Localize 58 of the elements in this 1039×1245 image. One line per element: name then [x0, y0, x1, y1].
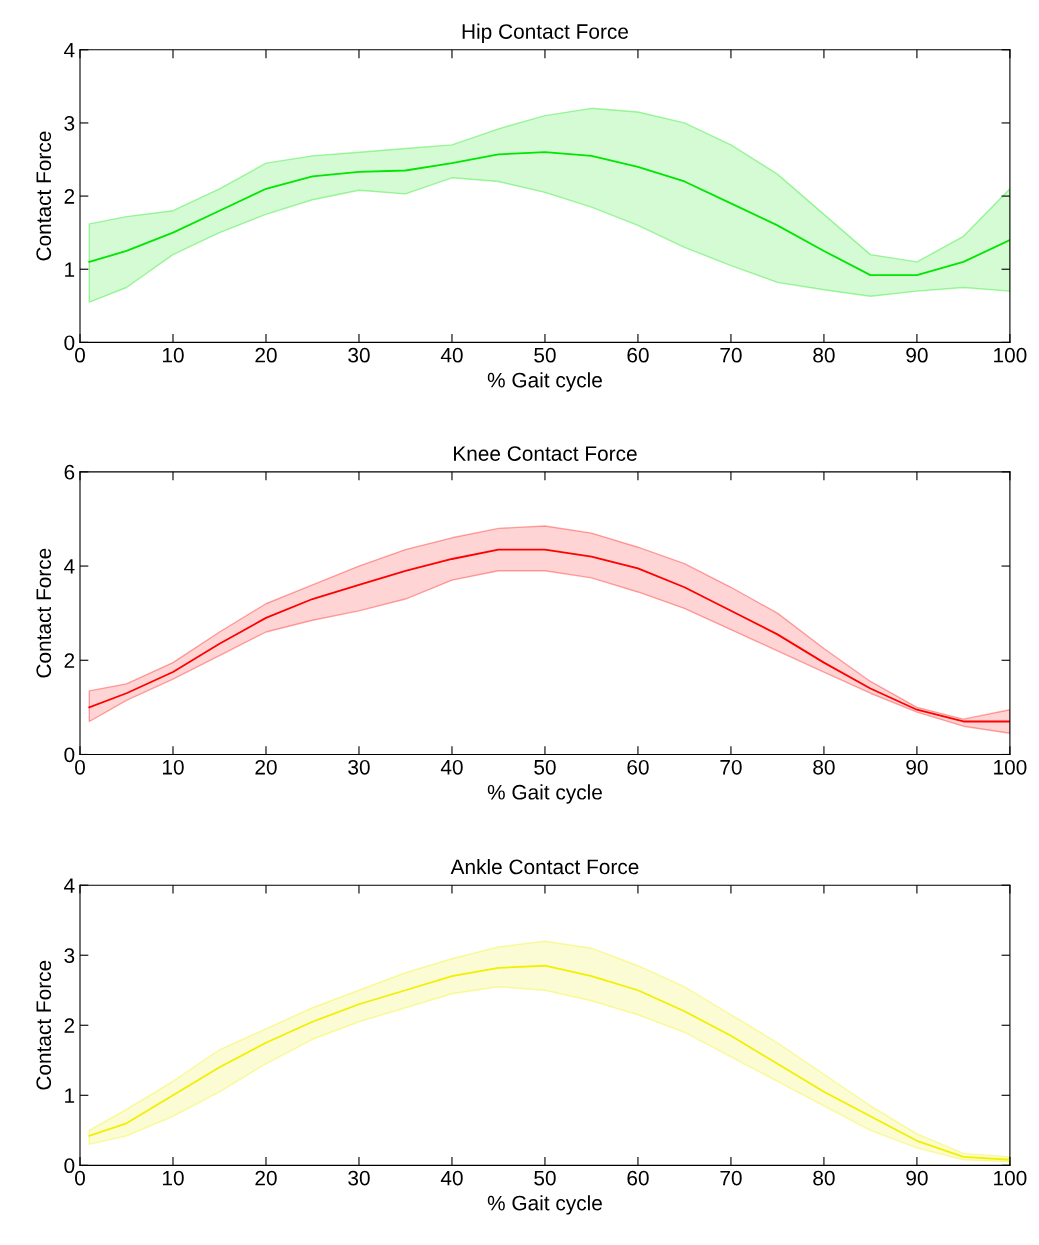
y-tick-label: 3 [64, 948, 75, 963]
x-tick-label: 60 [627, 347, 649, 363]
x-tick-label: 50 [534, 347, 556, 363]
y-tick-label: 6 [64, 464, 75, 480]
x-tick-label: 40 [440, 347, 463, 363]
x-tick-label: 40 [440, 1170, 463, 1186]
y-tick-label: 4 [64, 878, 75, 893]
x-axis-title: % Gait cycle [487, 1195, 602, 1215]
y-axis-title: Contact Force [36, 131, 52, 261]
x-tick-label: 70 [720, 347, 742, 363]
y-tick-label: 2 [64, 189, 75, 204]
y-tick-label: 4 [64, 559, 75, 574]
y-tick-label: 3 [64, 115, 75, 131]
x-tick-label: 10 [163, 347, 184, 363]
x-tick-label: 60 [627, 1170, 649, 1186]
x-tick-label: 40 [440, 759, 463, 775]
x-tick-label: 0 [75, 1170, 85, 1186]
line-series [88, 151, 1010, 276]
x-tick-label: 70 [720, 1170, 742, 1186]
line-series [88, 548, 1010, 723]
y-tick-label: 1 [65, 1088, 75, 1103]
chart-title: Hip Contact Force [462, 23, 628, 44]
x-tick-label: 70 [720, 759, 742, 775]
x-tick-label: 100 [994, 1170, 1027, 1186]
chart-title: Ankle Contact Force [450, 858, 639, 875]
x-tick-label: 90 [906, 347, 928, 363]
x-tick-label: 50 [534, 759, 556, 775]
x-axis-title: % Gait cycle [487, 784, 602, 804]
x-tick-label: 20 [255, 347, 277, 363]
x-tick-label: 90 [906, 759, 928, 775]
x-tick-label: 0 [75, 759, 85, 775]
x-tick-label: 30 [348, 1170, 370, 1186]
y-tick-label: 4 [64, 43, 75, 58]
y-tick-label: 0 [64, 335, 75, 351]
x-tick-label: 80 [813, 759, 835, 775]
x-axis-title: % Gait cycle [487, 372, 602, 392]
y-tick-label: 2 [64, 1018, 75, 1033]
y-axis-title: Contact Force [36, 548, 52, 678]
x-tick-label: 50 [534, 1170, 556, 1186]
x-tick-label: 80 [813, 1170, 835, 1186]
x-tick-label: 30 [348, 759, 370, 775]
y-tick-label: 1 [65, 262, 75, 277]
x-tick-label: 10 [163, 1170, 184, 1186]
x-tick-label: 60 [627, 759, 649, 775]
x-tick-label: 10 [163, 759, 184, 775]
chart-title: Knee Contact Force [454, 446, 637, 461]
x-tick-label: 20 [255, 1170, 277, 1186]
y-tick-label: 0 [64, 747, 75, 763]
x-tick-label: 0 [75, 347, 85, 363]
x-tick-label: 100 [994, 347, 1027, 363]
x-tick-label: 100 [994, 759, 1027, 775]
y-tick-label: 0 [64, 1158, 75, 1174]
y-axis-title: Contact Force [36, 960, 52, 1090]
x-tick-label: 80 [813, 347, 835, 363]
x-tick-label: 20 [255, 759, 277, 775]
x-tick-label: 90 [906, 1170, 928, 1186]
y-tick-label: 2 [64, 653, 75, 668]
x-tick-label: 30 [348, 347, 370, 363]
